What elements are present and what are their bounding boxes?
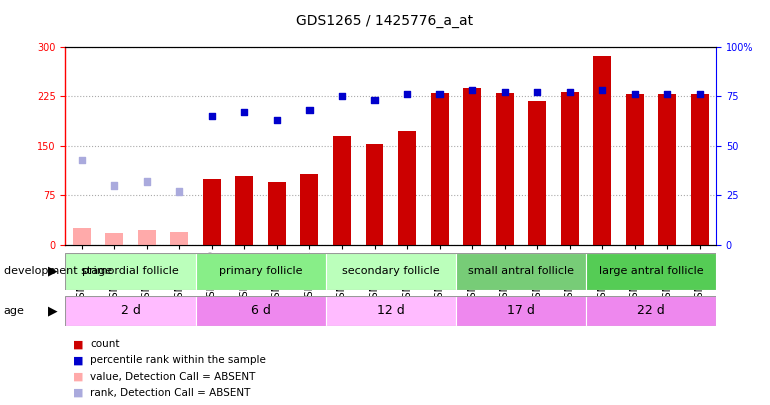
Text: ■: ■ — [73, 339, 84, 349]
Point — [531, 89, 544, 96]
Point — [401, 91, 413, 98]
Bar — [586, 296, 716, 326]
Point — [206, 113, 218, 119]
Text: small antral follicle: small antral follicle — [468, 266, 574, 276]
Text: rank, Detection Call = ABSENT: rank, Detection Call = ABSENT — [90, 388, 250, 398]
Bar — [366, 145, 383, 245]
Text: age: age — [4, 306, 25, 316]
Text: 22 d: 22 d — [637, 304, 665, 318]
Point — [661, 91, 674, 98]
Bar — [430, 93, 448, 245]
Bar — [300, 174, 318, 245]
Text: development stage: development stage — [4, 266, 112, 276]
Point — [173, 188, 186, 195]
Point — [271, 117, 283, 123]
Point — [498, 89, 511, 96]
Bar — [203, 179, 221, 245]
Bar — [464, 88, 481, 245]
Point — [303, 107, 316, 113]
Bar — [65, 253, 196, 290]
Bar — [105, 233, 123, 245]
Bar — [626, 94, 644, 245]
Text: 2 d: 2 d — [121, 304, 140, 318]
Point — [108, 182, 120, 189]
Point — [694, 91, 706, 98]
Point — [336, 93, 348, 100]
Bar — [138, 230, 156, 245]
Point — [434, 91, 446, 98]
Bar — [196, 296, 326, 326]
Text: count: count — [90, 339, 119, 349]
Bar — [398, 130, 416, 245]
Bar — [561, 92, 578, 245]
Bar — [658, 94, 676, 245]
Point — [564, 89, 576, 96]
Text: large antral follicle: large antral follicle — [599, 266, 703, 276]
Text: 17 d: 17 d — [507, 304, 535, 318]
Bar — [236, 176, 253, 245]
Text: 12 d: 12 d — [377, 304, 405, 318]
Bar — [333, 136, 351, 245]
Text: ▶: ▶ — [49, 265, 58, 278]
Text: percentile rank within the sample: percentile rank within the sample — [90, 356, 266, 365]
Text: GDS1265 / 1425776_a_at: GDS1265 / 1425776_a_at — [296, 14, 474, 28]
Point — [238, 109, 250, 115]
Point — [596, 87, 608, 94]
Point — [141, 178, 153, 185]
Bar — [594, 56, 611, 245]
Text: ■: ■ — [73, 356, 84, 365]
Bar — [326, 253, 456, 290]
Bar — [268, 182, 286, 245]
Text: secondary follicle: secondary follicle — [342, 266, 440, 276]
Bar — [65, 296, 196, 326]
Bar — [528, 101, 546, 245]
Bar — [456, 296, 586, 326]
Text: primordial follicle: primordial follicle — [82, 266, 179, 276]
Bar — [326, 296, 456, 326]
Text: 6 d: 6 d — [251, 304, 270, 318]
Text: ■: ■ — [73, 372, 84, 382]
Point — [628, 91, 641, 98]
Text: value, Detection Call = ABSENT: value, Detection Call = ABSENT — [90, 372, 256, 382]
Bar — [73, 228, 91, 245]
Bar — [456, 253, 586, 290]
Point — [75, 156, 88, 163]
Bar — [691, 94, 708, 245]
Point — [466, 87, 478, 94]
Text: ▶: ▶ — [49, 304, 58, 318]
Bar — [170, 232, 188, 245]
Bar — [196, 253, 326, 290]
Text: ■: ■ — [73, 388, 84, 398]
Text: primary follicle: primary follicle — [219, 266, 303, 276]
Bar — [496, 93, 514, 245]
Bar — [586, 253, 716, 290]
Point — [368, 97, 380, 103]
